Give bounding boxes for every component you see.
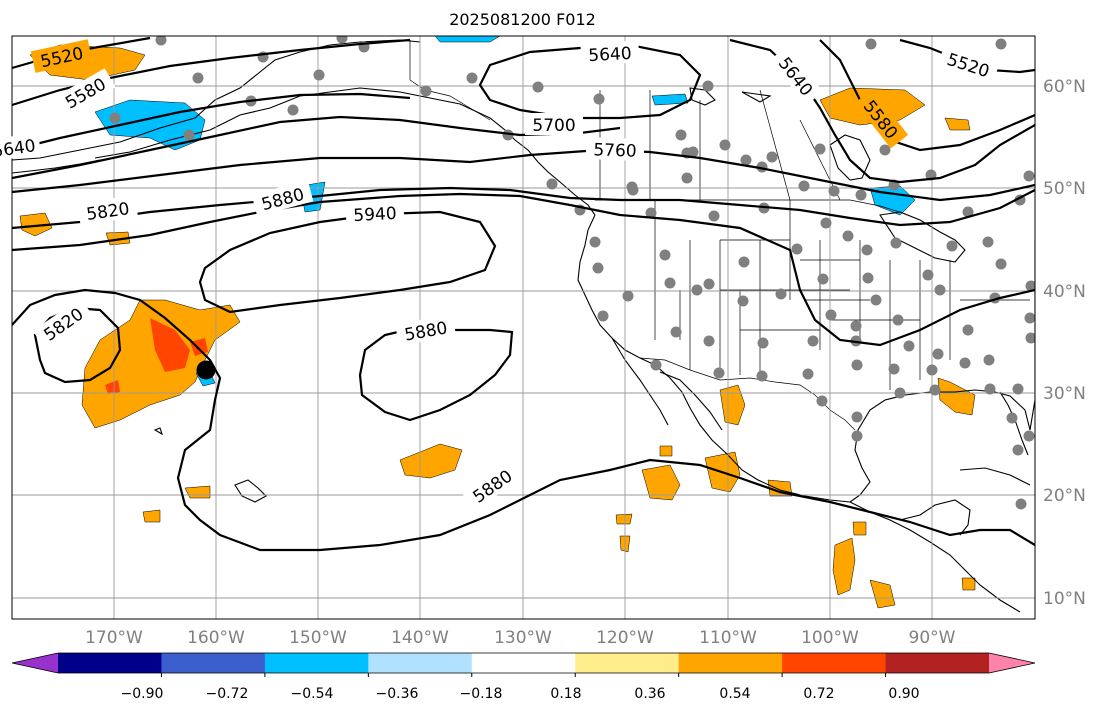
colorbar-tick-label: 0.18 bbox=[550, 686, 581, 702]
orange-patch bbox=[961, 577, 976, 591]
orange-patch bbox=[852, 521, 867, 536]
lat-label: 30°N bbox=[1043, 384, 1086, 404]
colorbar-ticks: −0.90 −0.72 −0.54 −0.36 −0.18 0.18 0.36 … bbox=[121, 673, 920, 702]
contour-label: 5640 bbox=[588, 44, 632, 66]
lon-label: 130°W bbox=[494, 628, 552, 648]
island bbox=[153, 427, 163, 436]
orange-patch bbox=[399, 443, 463, 479]
red-patch bbox=[190, 338, 208, 356]
colorbar-segment bbox=[678, 653, 783, 673]
grid bbox=[12, 36, 1035, 619]
contour-5640-west bbox=[12, 92, 411, 152]
lon-label: 160°W bbox=[187, 628, 245, 648]
lon-label: 110°W bbox=[699, 628, 757, 648]
orange-patch bbox=[944, 117, 971, 131]
contour-label: 5760 bbox=[593, 140, 637, 161]
colorbar-extend-min bbox=[12, 653, 58, 673]
colorbar-outline bbox=[11, 652, 1036, 674]
colorbar-tick-label: −0.54 bbox=[291, 686, 334, 702]
lon-label: 120°W bbox=[596, 628, 654, 648]
alaska-coast bbox=[12, 39, 421, 161]
contour-5820-north bbox=[12, 186, 1035, 230]
colorbar-tick-label: 0.90 bbox=[888, 686, 919, 702]
colorbar-extend-max bbox=[989, 653, 1035, 673]
lon-label: 140°W bbox=[391, 628, 449, 648]
us-mexico-border bbox=[639, 357, 856, 431]
orange-patch bbox=[719, 384, 746, 426]
location-marker bbox=[196, 360, 216, 380]
colorbar-tick-label: 0.36 bbox=[634, 686, 665, 702]
colorbar-segment bbox=[782, 653, 887, 673]
gulf-coast bbox=[849, 389, 1031, 503]
orange-patch bbox=[641, 464, 681, 501]
lon-label: 170°W bbox=[85, 628, 143, 648]
lon-label: 150°W bbox=[289, 628, 347, 648]
colorbar-tick-label: 0.54 bbox=[719, 686, 750, 702]
colorbar-segment bbox=[264, 653, 369, 673]
colorbar-tick-label: −0.36 bbox=[376, 686, 419, 702]
baja bbox=[611, 337, 669, 426]
contour-5580-west bbox=[12, 38, 411, 107]
gulf-of-california bbox=[659, 371, 723, 431]
great-lakes bbox=[879, 211, 966, 263]
lat-label: 40°N bbox=[1043, 282, 1086, 302]
contour-label: 5940 bbox=[353, 204, 397, 226]
colorbar-segment bbox=[575, 653, 680, 673]
contour-5640-east bbox=[478, 43, 702, 120]
yucatan bbox=[899, 499, 971, 536]
blue-patch bbox=[651, 93, 689, 106]
latitude-labels: 60°N 50°N 40°N 30°N 20°N 10°N bbox=[1043, 77, 1086, 609]
colorbar-tick-label: −0.72 bbox=[206, 686, 249, 702]
orange-patch bbox=[659, 445, 673, 457]
map-title: 2025081200 F012 bbox=[449, 10, 596, 29]
coastlines bbox=[12, 39, 1035, 613]
colorbar-segment bbox=[471, 653, 576, 673]
orange-patch bbox=[937, 377, 976, 416]
orange-patch bbox=[615, 513, 633, 525]
orange-patch bbox=[142, 509, 161, 523]
lon-label: 90°W bbox=[909, 628, 956, 648]
contour-5880-low bbox=[12, 288, 1035, 552]
orange-patch bbox=[81, 299, 241, 429]
lon-label: 100°W bbox=[801, 628, 859, 648]
colorbar-segment bbox=[885, 653, 990, 673]
longitude-labels: 170°W 160°W 150°W 140°W 130°W 120°W 110°… bbox=[85, 628, 956, 648]
map-frame bbox=[11, 35, 1036, 620]
contour-5880-north bbox=[12, 192, 1035, 347]
island bbox=[741, 91, 772, 103]
east-coast bbox=[1029, 240, 1035, 431]
colorbar-tick-label: 0.72 bbox=[803, 686, 834, 702]
colorbar-segment bbox=[368, 653, 473, 673]
blue-patch bbox=[434, 36, 501, 43]
colorbar-segments bbox=[11, 652, 1036, 674]
hudson-bay bbox=[829, 134, 871, 181]
colorbar-tick-label: −0.18 bbox=[460, 686, 503, 702]
red-patch bbox=[150, 318, 190, 372]
contour-label: 5700 bbox=[532, 116, 575, 136]
hawaii bbox=[234, 479, 267, 503]
bc-coast bbox=[504, 129, 596, 216]
cuba bbox=[959, 467, 1031, 486]
lat-label: 20°N bbox=[1043, 486, 1086, 506]
orange-patch bbox=[832, 537, 856, 596]
orange-patch bbox=[869, 579, 896, 609]
lat-label: 10°N bbox=[1043, 589, 1086, 609]
lat-label: 60°N bbox=[1043, 77, 1086, 97]
colorbar-tick-label: −0.90 bbox=[121, 686, 164, 702]
red-patch bbox=[105, 380, 120, 394]
west-coast bbox=[577, 214, 851, 503]
central-america bbox=[849, 501, 1021, 613]
colorbar-segment bbox=[161, 653, 266, 673]
lat-label: 50°N bbox=[1043, 179, 1086, 199]
contour-5940 bbox=[198, 210, 497, 314]
alaska-border bbox=[409, 40, 491, 121]
colorbar-segment bbox=[58, 653, 162, 673]
contour-5880-mid bbox=[358, 326, 514, 422]
